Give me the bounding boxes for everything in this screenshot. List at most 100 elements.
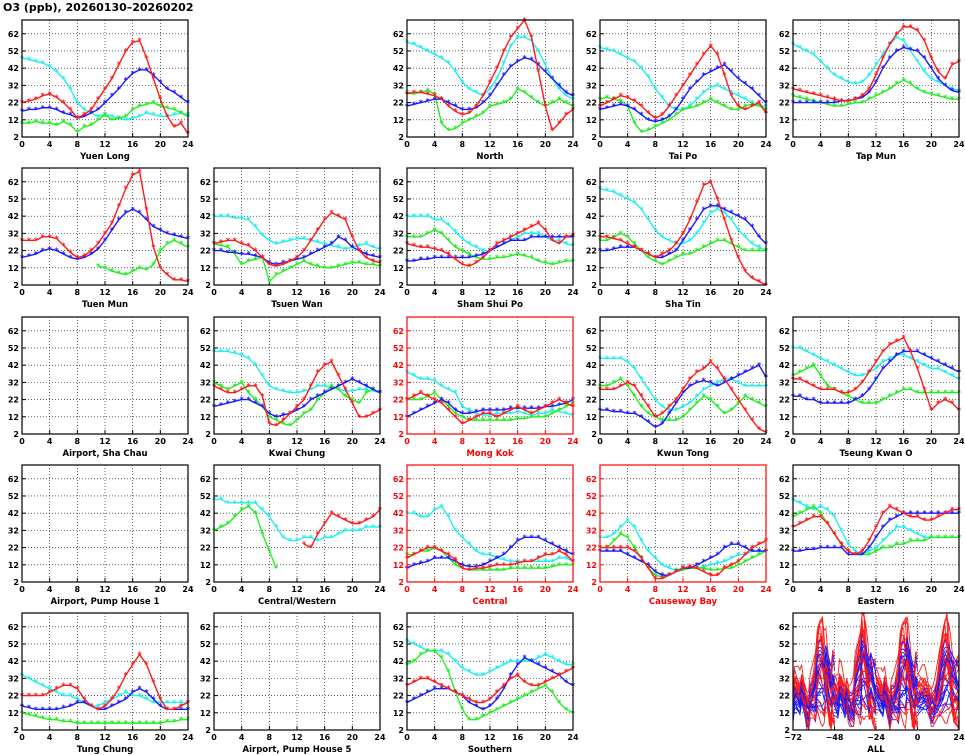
data-point-cyan: * <box>709 382 714 391</box>
data-point-green: * <box>481 109 486 118</box>
data-point-green: * <box>295 416 300 425</box>
data-point-cyan: * <box>323 240 328 249</box>
data-point-cyan: * <box>131 692 136 701</box>
data-point-cyan: * <box>137 112 142 121</box>
data-point-cyan: * <box>426 47 431 56</box>
data-point-green: * <box>867 95 872 104</box>
data-point-cyan: * <box>151 111 156 120</box>
y-tick-label: 62 <box>200 475 211 484</box>
data-point-blue: * <box>674 399 679 408</box>
data-point-cyan: * <box>439 502 444 511</box>
data-point-cyan: * <box>158 698 163 707</box>
data-point-cyan: * <box>743 233 748 242</box>
data-point-blue: * <box>915 347 920 356</box>
data-point-cyan: * <box>632 198 637 207</box>
data-point-green: * <box>605 382 610 391</box>
x-tick-label: 0 <box>404 585 410 594</box>
data-point-green: * <box>41 714 46 723</box>
data-point-blue: * <box>564 678 569 687</box>
data-point-red: * <box>336 372 341 381</box>
data-point-green: * <box>757 102 762 111</box>
data-point-red: * <box>412 241 417 250</box>
data-point-green: * <box>543 681 548 690</box>
data-point-green: * <box>688 104 693 113</box>
data-point-green: * <box>137 264 142 273</box>
y-tick-label: 52 <box>393 640 404 649</box>
data-point-blue: * <box>474 408 479 417</box>
data-point-cyan: * <box>281 533 286 542</box>
data-point-cyan: * <box>364 240 369 249</box>
data-point-cyan: * <box>798 344 803 353</box>
x-tick-label: 0 <box>597 288 603 297</box>
data-point-blue: * <box>474 252 479 261</box>
data-point-cyan: * <box>736 92 741 101</box>
data-point-green: * <box>874 547 879 556</box>
x-tick-label: 4 <box>625 140 631 149</box>
data-point-green: * <box>502 416 507 425</box>
data-point-green: * <box>295 260 300 269</box>
data-point-green: * <box>632 240 637 249</box>
x-tick-label: 8 <box>653 585 659 594</box>
y-tick-label: 42 <box>200 509 211 518</box>
data-point-blue: * <box>61 704 66 713</box>
y-tick-label: 42 <box>586 509 597 518</box>
data-point-red: * <box>522 678 527 687</box>
data-point-red: * <box>446 406 451 415</box>
data-point-blue: * <box>240 250 245 259</box>
x-tick-label: 24 <box>760 140 772 149</box>
y-tick-label: 12 <box>393 561 404 570</box>
data-point-cyan: * <box>895 523 900 532</box>
data-point-blue: * <box>529 657 534 666</box>
data-point-green: * <box>805 365 810 374</box>
data-point-green: * <box>124 271 129 280</box>
data-point-green: * <box>915 85 920 94</box>
data-point-cyan: * <box>543 409 548 418</box>
data-point-blue: * <box>516 404 521 413</box>
x-tick-label: 24 <box>567 288 579 297</box>
series-line-green <box>792 505 959 556</box>
data-point-red: * <box>240 385 245 394</box>
data-point-cyan: * <box>902 351 907 360</box>
y-tick-label: 52 <box>779 640 790 649</box>
data-point-green: * <box>702 243 707 252</box>
data-point-blue: * <box>722 544 727 553</box>
series-line-green <box>97 239 189 276</box>
data-point-green: * <box>908 537 913 546</box>
data-point-cyan: * <box>158 112 163 121</box>
data-point-blue: * <box>832 399 837 408</box>
data-point-green: * <box>536 257 541 266</box>
data-point-green: * <box>158 247 163 256</box>
data-point-blue: * <box>715 202 720 211</box>
x-tick-label: 16 <box>512 437 524 446</box>
panel-frame <box>599 167 767 286</box>
data-point-blue: * <box>709 378 714 387</box>
data-point-cyan: * <box>350 526 355 535</box>
data-point-red: * <box>474 698 479 707</box>
data-point-cyan: * <box>550 654 555 663</box>
x-tick-label: 4 <box>47 733 53 742</box>
data-point-blue: * <box>557 401 562 410</box>
x-tick-label: 8 <box>75 140 81 149</box>
data-point-cyan: * <box>729 554 734 563</box>
x-tick-label: 20 <box>540 437 552 446</box>
data-point-red: * <box>343 516 348 525</box>
x-tick-label: 8 <box>75 733 81 742</box>
x-tick-label: 20 <box>926 140 938 149</box>
data-point-blue: * <box>144 688 149 697</box>
data-point-red: * <box>502 409 507 418</box>
data-point-red: * <box>950 506 955 515</box>
data-point-green: * <box>536 413 541 422</box>
data-point-blue: * <box>529 404 534 413</box>
data-point-red: * <box>274 262 279 271</box>
data-point-blue: * <box>626 409 631 418</box>
data-point-red: * <box>323 520 328 529</box>
panel-title-airport-sha-chau: Airport, Sha Chau <box>63 449 148 459</box>
x-tick-label: 20 <box>926 437 938 446</box>
data-point-blue: * <box>743 80 748 89</box>
data-point-green: * <box>179 240 184 249</box>
data-point-blue: * <box>502 71 507 80</box>
data-point-red: * <box>667 402 672 411</box>
data-point-cyan: * <box>240 351 245 360</box>
